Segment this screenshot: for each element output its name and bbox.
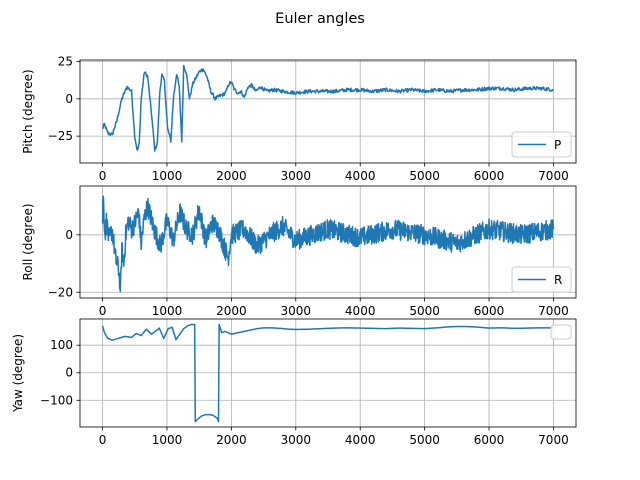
yaw-xtick-label: 1000 [152,433,183,447]
roll-xtick-label: 6000 [474,304,505,318]
figure-title: Euler angles [275,11,365,27]
yaw-series-line [101,323,554,423]
pitch-axes-frame [79,59,577,164]
pitch-xtick-label: 4000 [345,169,376,183]
yaw-legend-box [550,324,572,340]
yaw-xtick-label: 5000 [409,433,440,447]
pitch-xtick-label: 3000 [281,169,312,183]
yaw-xtick-label: 4000 [345,433,376,447]
roll-legend: R [511,266,572,293]
pitch-xtick-label: 0 [99,169,107,183]
pitch-xtick-label: 6000 [474,169,505,183]
yaw-ytick-label: 0 [65,366,73,380]
yaw-panel: 0 1000 2000 3000 4000 5000 6000 7000 −100 0 100 Yaw… [11,318,577,447]
pitch-xtick-label: 5000 [409,169,440,183]
roll-xtick-label: 1000 [152,304,183,318]
yaw-xtick-label: 0 [99,433,107,447]
roll-xtick-label: 7000 [538,304,569,318]
yaw-ytick-label: 100 [50,338,73,352]
pitch-xtick-label: 1000 [152,169,183,183]
roll-legend-label: R [554,273,562,287]
roll-xtick-label: 3000 [281,304,312,318]
pitch-ytick-label: 25 [58,54,73,68]
yaw-xtick-label: 6000 [474,433,505,447]
roll-ylabel: Roll (degree) [21,203,35,280]
pitch-legend-label: P [554,138,561,152]
yaw-ytick-label: −100 [40,393,73,407]
roll-xtick-label: 5000 [409,304,440,318]
pitch-legend: P [511,131,572,158]
roll-panel: 0 1000 2000 3000 4000 5000 6000 7000 −20 0 Roll (d… [21,185,577,318]
roll-axes-frame [79,185,577,299]
pitch-ytick-label: −25 [48,129,73,143]
yaw-grid [80,319,576,427]
roll-xtick-label: 0 [99,304,107,318]
roll-xtick-label: 4000 [345,304,376,318]
yaw-xtick-label: 2000 [216,433,247,447]
yaw-legend [550,324,572,340]
yaw-xtick-label: 7000 [538,433,569,447]
pitch-series-line [102,64,554,152]
roll-ytick-label: 0 [65,228,73,242]
yaw-ylabel: Yaw (degree) [11,334,25,413]
pitch-xtick-label: 7000 [538,169,569,183]
pitch-ylabel: Pitch (degree) [21,69,35,153]
roll-xtick-label: 2000 [216,304,247,318]
pitch-ytick-label: 0 [65,92,73,106]
pitch-xtick-label: 2000 [216,169,247,183]
roll-ytick-label: −20 [48,285,73,299]
yaw-xtick-label: 3000 [281,433,312,447]
pitch-grid [80,60,576,163]
roll-series-line [101,195,555,293]
pitch-panel: 0 1000 2000 3000 4000 5000 6000 7000 −25 0 25 Pitch… [21,54,577,183]
